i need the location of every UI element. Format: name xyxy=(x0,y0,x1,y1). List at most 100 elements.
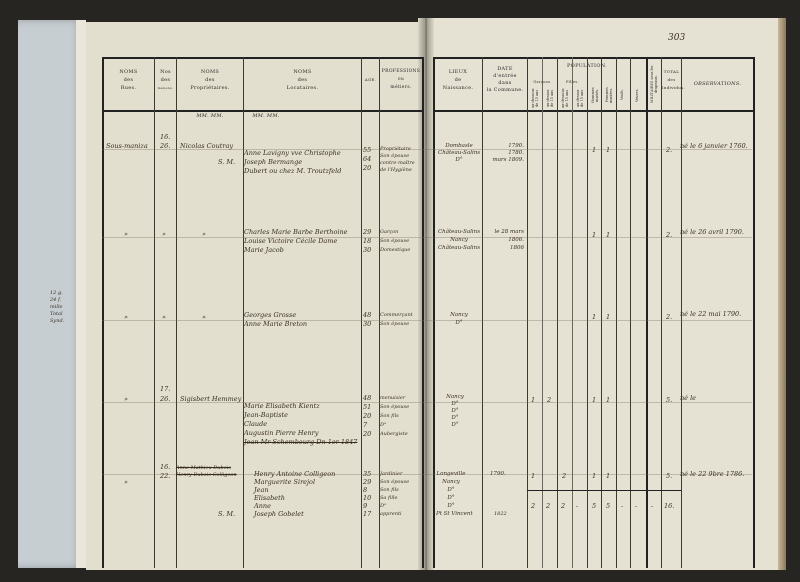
entry-total: 2. xyxy=(666,231,673,239)
row-rule xyxy=(102,474,752,475)
page-total: 16. xyxy=(664,502,675,510)
entry-femmes-mariees: 1 xyxy=(606,472,611,480)
column-line xyxy=(102,57,104,568)
entry-hommes-maries: 1 xyxy=(592,313,597,321)
column-line xyxy=(630,57,631,568)
column-line xyxy=(753,57,755,568)
total-garcons-under: 2 xyxy=(531,502,536,510)
header-maisons: Nos des maisons. xyxy=(157,69,174,90)
entry-note: S. M. xyxy=(218,510,236,518)
row-rule xyxy=(102,237,752,238)
entry-no-sup: 16. xyxy=(160,133,171,141)
column-line xyxy=(361,57,362,568)
entry-locataires: Georges Grosse Anne Marie Breton xyxy=(244,311,308,328)
entry-hommes-maries: 1 xyxy=(592,472,597,480)
total-hommes-maries: 5 xyxy=(592,502,597,510)
entry-professions: menuisier Son épouse Son fils D° Aubergiste xyxy=(380,395,410,437)
header-bottom-right xyxy=(433,110,754,112)
entry-rue: » xyxy=(124,478,128,486)
total-filles-under: 2 xyxy=(561,502,566,510)
subhead-proprietaires: MM. MM. xyxy=(196,113,224,119)
entry-lieux: Nancy D° D° D° D° xyxy=(446,394,464,428)
column-line xyxy=(527,57,528,568)
column-line xyxy=(176,57,177,568)
header-bottom-left xyxy=(102,110,422,112)
entry-rue: » xyxy=(124,313,128,321)
book-cover xyxy=(18,20,84,568)
column-line xyxy=(587,57,588,568)
entry-observation: né le 22 mai 1790. xyxy=(680,310,742,318)
column-line xyxy=(154,57,155,568)
header-garcons-over: au-dessus de 15 ans xyxy=(546,89,554,107)
entry-ages: 48 51 20 7 20 xyxy=(363,394,372,438)
entry-professions: Garçon Son épouse Domestique xyxy=(380,229,411,253)
entry-locataires: Charles Marie Barbe Berthoine Louise Vict… xyxy=(244,228,348,254)
entry-proprietaire: » xyxy=(202,313,206,321)
entry-ages: 48 30 xyxy=(363,311,372,328)
column-line xyxy=(542,57,543,568)
entry-no: » xyxy=(162,230,166,238)
entry-observation: né le xyxy=(680,394,697,402)
page-edge xyxy=(76,20,86,568)
entry-garcons-over: 2 xyxy=(547,396,552,404)
subhead-locataires: MM. MM. xyxy=(252,113,280,119)
entry-garcons-under: 1 xyxy=(531,396,536,404)
entry-ages: 55 64 20 xyxy=(363,146,372,172)
book-gutter xyxy=(418,18,434,570)
entry-femmes-mariees: 1 xyxy=(606,313,611,321)
header-total: TOTAL des Individus. xyxy=(662,69,685,90)
entry-professions: Jardinier Son épouse Son fils Sa fille D° app… xyxy=(380,471,410,517)
entry-ages: 35 29 8 10 9 17 xyxy=(363,470,372,518)
header-locataires: NOMS des Locataires. xyxy=(286,69,319,91)
entry-no: » xyxy=(162,313,166,321)
book-edge xyxy=(778,18,786,570)
entry-hommes-maries: 1 xyxy=(592,231,597,239)
entry-no: 26. xyxy=(160,395,171,403)
entry-no: 22. xyxy=(160,472,171,480)
entry-locataires: Marie Elisabeth Kientz Jean-Baptiste Claud… xyxy=(244,402,358,446)
entry-professions: Commerçant Son épouse xyxy=(380,312,413,327)
entry-locataires: Henry Antoine Colligeon Marguerite Sirejo… xyxy=(254,470,336,518)
column-line xyxy=(422,57,424,568)
entry-dates: le 28 mars 1806. 1806 xyxy=(494,229,524,251)
entry-note: S. M. xyxy=(218,158,236,166)
header-filles-under: au-dessous de 15 ans xyxy=(561,88,569,108)
entry-total: 5. xyxy=(666,396,673,404)
total-femmes-mariees: 5 xyxy=(606,502,611,510)
row-rule xyxy=(102,149,752,150)
table-top-border-left xyxy=(102,57,422,59)
entry-lieux: Longeville Nancy D° D° D° Pt St Vincent xyxy=(436,471,473,517)
entry-lieux: Dombasle Château-Salins D° xyxy=(438,143,481,163)
entry-proprietaire: Sigisbert Hemmey xyxy=(180,395,242,403)
entry-filles-under: 2 xyxy=(562,472,567,480)
header-observations: OBSERVATIONS. xyxy=(693,81,742,87)
entry-no-sup: 17. xyxy=(160,385,171,393)
header-filles: Filles. xyxy=(566,80,579,84)
entry-date: 1790. xyxy=(490,471,506,477)
entry-observation: né le 26 avril 1790. xyxy=(680,228,744,236)
total-veufs: - xyxy=(621,502,624,510)
column-line xyxy=(243,57,244,568)
totals-rule xyxy=(527,490,681,491)
entry-no: 26. xyxy=(160,142,171,150)
header-population: POPULATION. xyxy=(567,63,607,69)
total-garcons-over: 2 xyxy=(546,502,551,510)
column-line xyxy=(572,57,573,568)
header-veuves: Veuves. xyxy=(635,88,639,102)
header-age: AGE. xyxy=(364,77,377,82)
table-top-border-right xyxy=(433,57,754,59)
header-date: DATE d'entrée dans la Commune. xyxy=(486,66,524,93)
entry-locataires: Anne Lavigny vve Christophe Joseph Berman… xyxy=(244,149,342,175)
column-line xyxy=(601,57,602,568)
entry-observation: né le 22 9bre 1786. xyxy=(680,470,745,478)
header-rues: NOMS des Rues. xyxy=(119,69,138,91)
entry-professions: Propriétaire Son épouse contre-maître de l'… xyxy=(380,146,415,173)
left-page xyxy=(86,22,426,570)
header-garcons: Garçons. xyxy=(533,80,552,84)
column-line xyxy=(646,57,648,568)
entry-rue: Sous-maniza xyxy=(106,142,148,150)
entry-ages: 29 18 30 xyxy=(363,228,372,254)
page-number: 303 xyxy=(668,33,686,43)
entry-femmes-mariees: 1 xyxy=(606,146,611,154)
header-filles-over: au-dessus de 15 ans xyxy=(576,89,584,107)
